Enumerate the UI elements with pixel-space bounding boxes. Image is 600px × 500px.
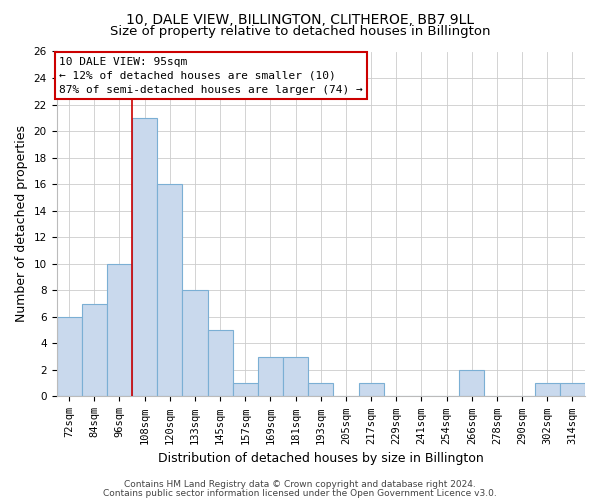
Bar [208,330,233,396]
Bar [157,184,182,396]
Bar [182,290,208,397]
Text: Size of property relative to detached houses in Billington: Size of property relative to detached ho… [110,25,490,38]
Text: 10, DALE VIEW, BILLINGTON, CLITHEROE, BB7 9LL: 10, DALE VIEW, BILLINGTON, CLITHEROE, BB… [126,12,474,26]
Bar [258,356,283,397]
Bar [359,383,383,396]
Text: Contains HM Land Registry data © Crown copyright and database right 2024.: Contains HM Land Registry data © Crown c… [124,480,476,489]
Bar [535,383,560,396]
Bar [233,383,258,396]
Bar [283,356,308,397]
Bar [107,264,132,396]
Bar [560,383,585,396]
Bar [308,383,334,396]
X-axis label: Distribution of detached houses by size in Billington: Distribution of detached houses by size … [158,452,484,465]
Bar [132,118,157,396]
Text: 10 DALE VIEW: 95sqm
← 12% of detached houses are smaller (10)
87% of semi-detach: 10 DALE VIEW: 95sqm ← 12% of detached ho… [59,56,363,94]
Text: Contains public sector information licensed under the Open Government Licence v3: Contains public sector information licen… [103,489,497,498]
Bar [56,317,82,396]
Bar [82,304,107,396]
Y-axis label: Number of detached properties: Number of detached properties [15,126,28,322]
Bar [459,370,484,396]
